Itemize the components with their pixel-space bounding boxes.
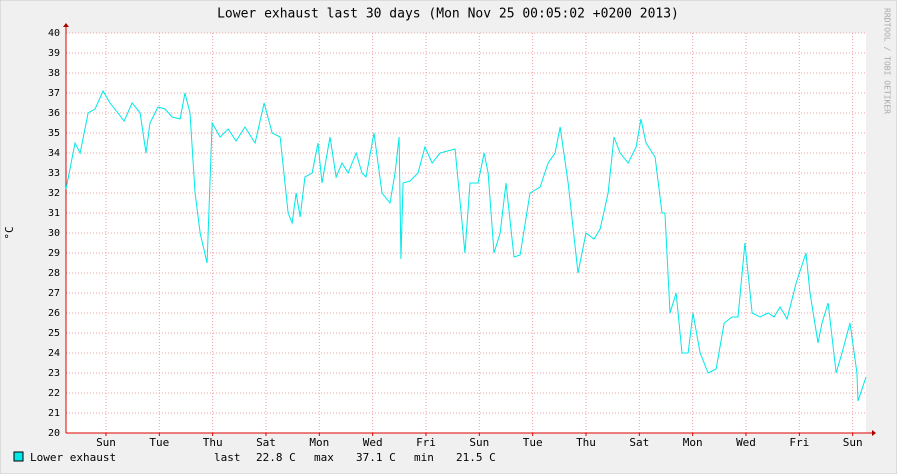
y-tick-label: 21 bbox=[48, 408, 60, 419]
y-tick-label: 37 bbox=[48, 88, 60, 99]
legend-label: Lower exhaust bbox=[30, 451, 116, 464]
axis-arrow bbox=[63, 23, 69, 27]
y-tick-label: 34 bbox=[48, 148, 60, 159]
stat-value: 22.8 C bbox=[256, 451, 296, 464]
y-tick-label: 40 bbox=[48, 28, 60, 39]
stat-name: last bbox=[214, 451, 241, 464]
stat-name: max bbox=[314, 451, 334, 464]
x-tick-label: Sat bbox=[256, 436, 276, 449]
y-tick-label: 29 bbox=[48, 248, 60, 259]
x-tick-label: Sat bbox=[629, 436, 649, 449]
y-tick-label: 25 bbox=[48, 328, 60, 339]
y-tick-label: 30 bbox=[48, 228, 60, 239]
y-tick-label: 32 bbox=[48, 188, 60, 199]
x-tick-label: Thu bbox=[576, 436, 596, 449]
stat-name: min bbox=[414, 451, 434, 464]
x-tick-label: Sun bbox=[843, 436, 863, 449]
x-tick-label: Mon bbox=[309, 436, 329, 449]
stat-value: 21.5 C bbox=[456, 451, 496, 464]
data-line bbox=[65, 89, 867, 402]
x-tick-label: Wed bbox=[363, 436, 383, 449]
chart-title: Lower exhaust last 30 days (Mon Nov 25 0… bbox=[217, 7, 679, 22]
y-tick-label: 31 bbox=[48, 208, 60, 219]
x-tick-label: Sun bbox=[96, 436, 116, 449]
x-tick-label: Sun bbox=[469, 436, 489, 449]
y-tick-label: 28 bbox=[48, 268, 60, 279]
x-tick-label: Fri bbox=[789, 436, 809, 449]
axis-arrow bbox=[872, 430, 876, 436]
x-tick-label: Fri bbox=[416, 436, 436, 449]
y-tick-label: 20 bbox=[48, 428, 60, 439]
x-tick-label: Mon bbox=[683, 436, 703, 449]
x-tick-label: Tue bbox=[149, 436, 169, 449]
watermark: RRDTOOL / TOBI OETIKER bbox=[883, 8, 892, 114]
y-tick-label: 39 bbox=[48, 48, 60, 59]
y-tick-label: 33 bbox=[48, 168, 60, 179]
y-tick-label: 23 bbox=[48, 368, 60, 379]
y-tick-label: 22 bbox=[48, 388, 60, 399]
y-tick-label: 38 bbox=[48, 68, 60, 79]
y-tick-label: 27 bbox=[48, 288, 60, 299]
y-tick-label: 35 bbox=[48, 128, 60, 139]
x-tick-label: Tue bbox=[523, 436, 543, 449]
x-tick-label: Wed bbox=[736, 436, 756, 449]
y-tick-label: 26 bbox=[48, 308, 60, 319]
y-tick-label: 24 bbox=[48, 348, 60, 359]
stat-value: 37.1 C bbox=[356, 451, 396, 464]
legend-swatch bbox=[13, 451, 24, 462]
x-tick-label: Thu bbox=[203, 436, 223, 449]
y-axis-label: °C bbox=[3, 226, 16, 239]
y-tick-label: 36 bbox=[48, 108, 60, 119]
